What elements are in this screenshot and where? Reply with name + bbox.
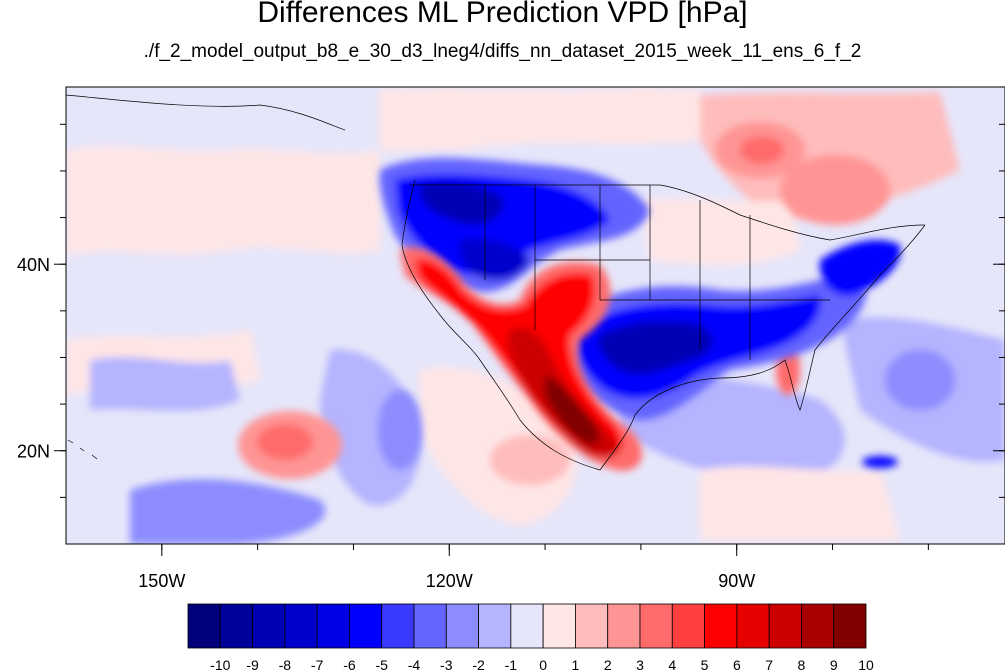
colorbar-swatch — [381, 603, 415, 649]
field-negative-west — [379, 158, 650, 292]
axis-tick-labels: 150W 120W 90W 40N 20N — [17, 255, 755, 591]
us-canada-border — [410, 184, 926, 241]
lat-tick-label: 40N — [17, 255, 50, 275]
colorbar-swatch — [478, 603, 512, 649]
colorbar-label: 2 — [604, 657, 612, 672]
great-basin-blue — [459, 238, 530, 280]
caribbean-blue — [862, 456, 898, 468]
state-line-1 — [484, 185, 830, 360]
colorbar-swatch — [413, 603, 447, 649]
colorbar-swatch — [575, 603, 609, 649]
colorbar-swatch — [542, 603, 576, 649]
plot-title: Differences ML Prediction VPD [hPa] — [257, 0, 748, 29]
south-blue-core — [598, 321, 713, 375]
colorbar-swatch — [316, 603, 350, 649]
colorbar-swatch — [704, 603, 738, 649]
axis-ticks — [54, 123, 1005, 556]
colorbar-swatch — [736, 603, 770, 649]
colorbar-label: 1 — [572, 657, 580, 672]
colorbar-swatches — [187, 603, 867, 649]
colorbar-swatch — [252, 603, 286, 649]
lat-tick-label: 20N — [17, 442, 50, 462]
colorbar-swatch — [639, 603, 673, 649]
lon-tick-label: 120W — [426, 571, 473, 591]
colorbar-label: 8 — [798, 657, 806, 672]
pacific-blue-band — [130, 479, 326, 544]
mexico-pacific-pink — [490, 435, 570, 485]
colorbar-label: 5 — [701, 657, 709, 672]
field-negative-south — [556, 240, 901, 420]
colorbar-label: -5 — [375, 657, 388, 672]
colorbar-swatch — [768, 603, 802, 649]
colorbar-labels: -10 -9 -8 -7 -6 -5 -4 -3 -2 -1 0 1 2 3 4 5 6 7 8 9 10 — [210, 657, 874, 672]
colorbar-swatch — [445, 603, 479, 649]
atlantic-blue-mid — [885, 350, 955, 410]
colorbar-label: -9 — [246, 657, 259, 672]
colorbar-swatch — [833, 603, 867, 649]
quebec-red — [780, 155, 890, 225]
field-mid-patches — [238, 122, 955, 485]
northeast-blue — [819, 240, 901, 296]
pacific-blue-mid — [90, 357, 240, 411]
colorbar-swatch — [510, 603, 544, 649]
colorbar-label: -6 — [343, 657, 356, 672]
ontario-red-inner — [740, 136, 784, 164]
gulf-coastline — [599, 224, 926, 471]
colorbar-label: 10 — [858, 657, 874, 672]
colorbar-label: 7 — [765, 657, 773, 672]
colorbar-swatch — [349, 603, 383, 649]
colorbar-label: -1 — [505, 657, 518, 672]
colorbar-label: -4 — [408, 657, 421, 672]
field-layer — [66, 88, 1005, 544]
colorbar-label: 6 — [733, 657, 741, 672]
lon-tick-label: 150W — [138, 571, 185, 591]
west-coastline — [401, 179, 601, 471]
pacific-pink-band — [66, 146, 380, 255]
hawaii-islands — [67, 439, 98, 460]
pacific-red-blob-inner — [257, 424, 313, 460]
map-panel: 150W 120W 90W 40N 20N — [17, 86, 1005, 591]
colorbar-swatch — [187, 603, 221, 649]
sw-red-core — [545, 375, 600, 445]
north-pink-band — [380, 88, 700, 150]
colorbar-label: 0 — [539, 657, 547, 672]
colorbar-swatch — [284, 603, 318, 649]
caribbean-pink — [700, 466, 900, 540]
east-pacific-blue — [378, 390, 422, 470]
map-frame — [65, 86, 1005, 545]
colorbar-swatch — [801, 603, 835, 649]
lon-tick-label: 90W — [718, 571, 755, 591]
colorbar-label: 4 — [668, 657, 676, 672]
colorbar-label: 9 — [830, 657, 838, 672]
colorbar-label: -2 — [472, 657, 485, 672]
colorbar-label: -7 — [311, 657, 324, 672]
colorbar: -10 -9 -8 -7 -6 -5 -4 -3 -2 -1 0 1 2 3 4 5 6 7 8 9 10 — [187, 603, 874, 672]
land-outlines — [66, 94, 926, 471]
alaska-coast — [66, 94, 346, 131]
colorbar-swatch — [671, 603, 705, 649]
colorbar-swatch — [219, 603, 253, 649]
great-lakes-pink — [640, 198, 800, 265]
colorbar-label: -3 — [440, 657, 453, 672]
plot-subtitle: ./f_2_model_output_b8_e_30_d3_lneg4/diff… — [143, 41, 862, 62]
colorbar-label: -10 — [210, 657, 230, 672]
colorbar-label: -8 — [279, 657, 292, 672]
colorbar-label: 3 — [636, 657, 644, 672]
colorbar-swatch — [607, 603, 641, 649]
field-positive-southwest — [400, 247, 642, 471]
nw-blue-core — [420, 183, 504, 225]
